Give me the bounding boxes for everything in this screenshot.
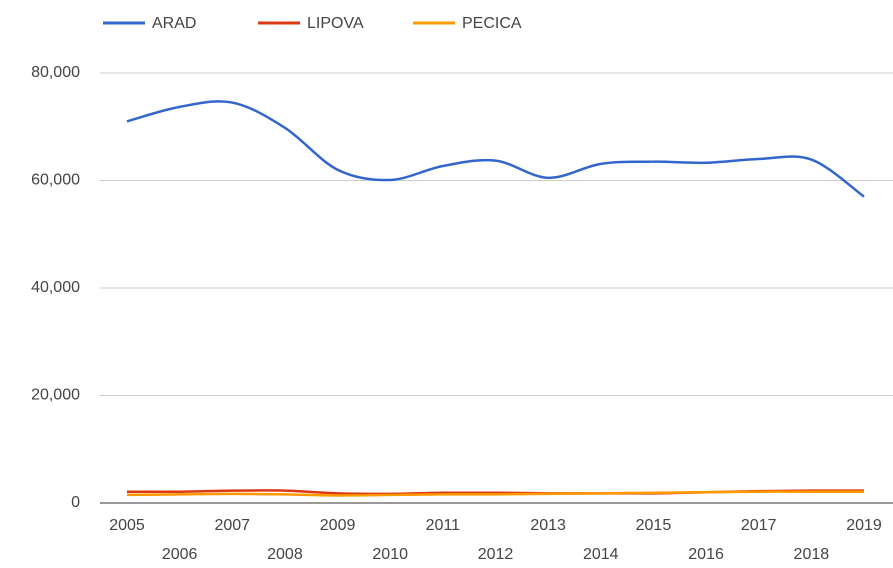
legend-label: PECICA [462,15,522,32]
x-tick-label: 2018 [794,546,830,563]
x-tick-label: 2010 [372,546,408,563]
series-line [126,490,864,497]
x-tick-label: 2009 [320,517,356,534]
x-tick-label: 2005 [109,517,145,534]
y-tick-label: 40,000 [31,279,80,296]
x-tick-label: 2014 [583,546,619,563]
x-tick-label: 2008 [267,546,303,563]
legend-label: ARAD [152,15,196,32]
y-tick-label: 20,000 [31,387,80,404]
x-tick-label: 2006 [162,546,198,563]
x-tick-label: 2013 [530,517,566,534]
x-tick-label: 2015 [636,517,672,534]
series-line [126,100,865,198]
y-tick-label: 0 [71,494,80,511]
legend-label: LIPOVA [307,15,364,32]
x-tick-label: 2016 [688,546,724,563]
x-tick-label: 2011 [426,517,461,534]
x-tick-label: 2012 [478,546,514,563]
x-tick-label: 2019 [846,517,882,534]
y-tick-label: 60,000 [31,172,80,189]
x-tick-label: 2007 [214,517,250,534]
y-tick-label: 80,000 [31,64,80,81]
x-tick-label: 2017 [741,517,777,534]
